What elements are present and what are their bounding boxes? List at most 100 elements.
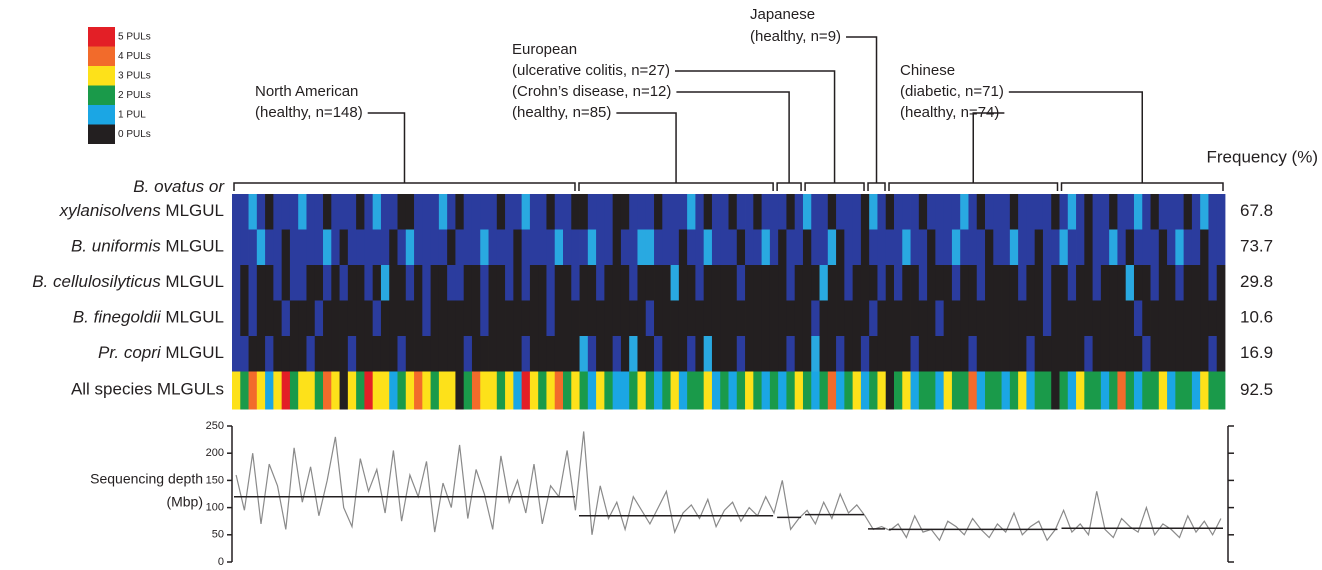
heatmap-cell — [347, 194, 357, 230]
heatmap-cell — [819, 229, 829, 265]
legend-swatch — [88, 105, 115, 125]
heatmap-cell — [844, 300, 854, 336]
heatmap-cell — [414, 336, 423, 372]
heatmap-cell — [678, 265, 688, 301]
heatmap-cell — [703, 229, 713, 265]
heatmap-cell — [372, 300, 382, 336]
heatmap-cell — [786, 194, 796, 230]
heatmap-cell — [695, 371, 705, 410]
heatmap-cell — [935, 300, 945, 336]
heatmap-cell — [1034, 265, 1044, 301]
heatmap-cell — [687, 371, 696, 410]
heatmap-cell — [488, 371, 498, 410]
heatmap-cell — [414, 371, 423, 410]
heatmap-cell — [513, 300, 523, 336]
heatmap-cell — [1208, 371, 1218, 410]
row-label-suffix: MLGUL — [161, 308, 224, 327]
heatmap-cell — [670, 229, 680, 265]
cohort-label: (healthy, n=74) — [900, 104, 999, 121]
heatmap-cell — [1142, 194, 1151, 230]
heatmap-cell — [1076, 265, 1085, 301]
heatmap-cell — [927, 194, 936, 230]
heatmap-cell — [422, 300, 431, 336]
heatmap-cell — [753, 229, 762, 265]
heatmap-cell — [314, 194, 324, 230]
heatmap-cell — [455, 229, 465, 265]
heatmap-cell — [645, 336, 655, 372]
heatmap-cell — [1051, 229, 1060, 265]
heatmap-cell — [463, 229, 473, 265]
y-tick-label: 150 — [206, 474, 224, 486]
heatmap-cell — [918, 371, 928, 410]
heatmap-cell — [1117, 229, 1127, 265]
heatmap-cell — [554, 194, 564, 230]
legend-swatch — [88, 85, 115, 105]
heatmap-cell — [902, 336, 911, 372]
heatmap-cell — [802, 265, 812, 301]
heatmap-cell — [405, 194, 415, 230]
heatmap-cell — [347, 265, 357, 301]
heatmap-cell — [1109, 265, 1118, 301]
heatmap-cell — [687, 336, 696, 372]
heatmap-cell — [455, 300, 465, 336]
heatmap-cell — [860, 371, 870, 410]
heatmap-cell — [645, 194, 655, 230]
heatmap-cell — [281, 229, 291, 265]
heatmap-cell — [546, 265, 556, 301]
heatmap-cell — [1150, 336, 1160, 372]
heatmap-cell — [951, 194, 961, 230]
heatmap-cell — [1018, 265, 1027, 301]
heatmap-cell — [877, 229, 887, 265]
heatmap-cell — [802, 300, 812, 336]
heatmap-cell — [968, 371, 978, 410]
heatmap-cell — [273, 371, 283, 410]
heatmap-cell — [538, 336, 547, 372]
heatmap-cell — [1051, 336, 1060, 372]
heatmap-cell — [670, 336, 680, 372]
heatmap-cell — [480, 265, 489, 301]
heatmap-cell — [711, 265, 721, 301]
heatmap-cell — [629, 300, 638, 336]
heatmap-cell — [1142, 300, 1151, 336]
row-label-species: Pr. copri — [98, 343, 162, 362]
heatmap-cell — [629, 265, 638, 301]
legend-label: 1 PUL — [118, 110, 146, 121]
heatmap-cell — [488, 300, 498, 336]
heatmap-cell — [289, 336, 299, 372]
heatmap-cell — [1092, 336, 1102, 372]
heatmap-cell — [447, 194, 456, 230]
heatmap-cell — [471, 194, 481, 230]
heatmap-cell — [488, 336, 498, 372]
heatmap-cell — [836, 336, 845, 372]
row-label: B. ovatus or — [133, 177, 225, 196]
heatmap-cell — [720, 371, 729, 410]
heatmap-cell — [356, 300, 365, 336]
heatmap-cell — [761, 265, 771, 301]
heatmap-cell — [1001, 194, 1011, 230]
heatmap-cell — [1117, 265, 1127, 301]
heatmap-cell — [902, 371, 911, 410]
heatmap-cell — [844, 371, 854, 410]
heatmap-cell — [711, 371, 721, 410]
heatmap-cell — [356, 194, 365, 230]
heatmap-cell — [869, 336, 878, 372]
heatmap-cell — [314, 371, 324, 410]
heatmap-cell — [422, 265, 431, 301]
row-label: B. uniformis MLGUL — [71, 237, 224, 256]
heatmap-cell — [438, 300, 448, 336]
heatmap-cell — [943, 265, 953, 301]
heatmap-cell — [736, 194, 746, 230]
heatmap-cell — [389, 300, 398, 336]
heatmap-cell — [364, 229, 374, 265]
heatmap-cell — [546, 229, 556, 265]
heatmap-cell — [364, 300, 374, 336]
heatmap-cell — [471, 300, 481, 336]
heatmap-cell — [455, 336, 465, 372]
heatmap-cell — [1125, 300, 1135, 336]
heatmap-cell — [1092, 229, 1102, 265]
heatmap-cell — [356, 265, 365, 301]
row-label-species: B. finegoldii — [73, 308, 162, 327]
heatmap-cell — [1109, 336, 1118, 372]
heatmap-cell — [554, 371, 564, 410]
heatmap-cell — [471, 229, 481, 265]
